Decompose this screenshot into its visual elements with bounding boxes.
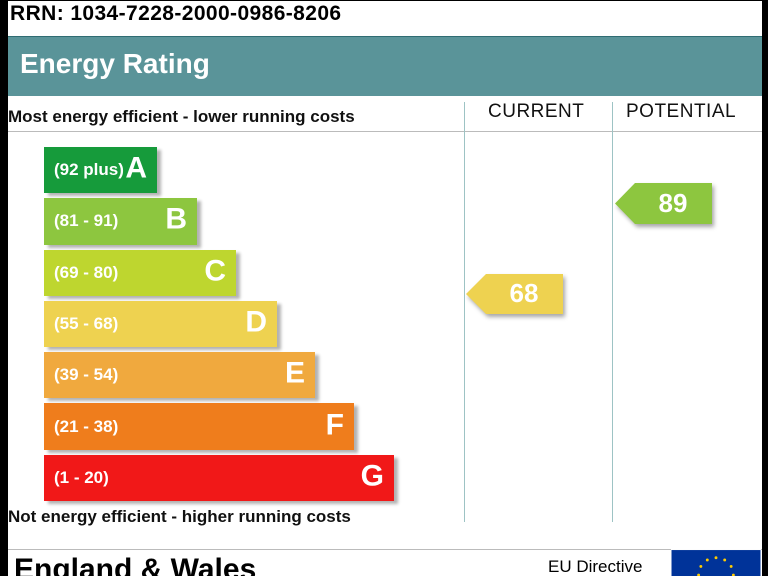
svg-text:68: 68	[510, 278, 539, 308]
svg-text:89: 89	[659, 188, 688, 218]
